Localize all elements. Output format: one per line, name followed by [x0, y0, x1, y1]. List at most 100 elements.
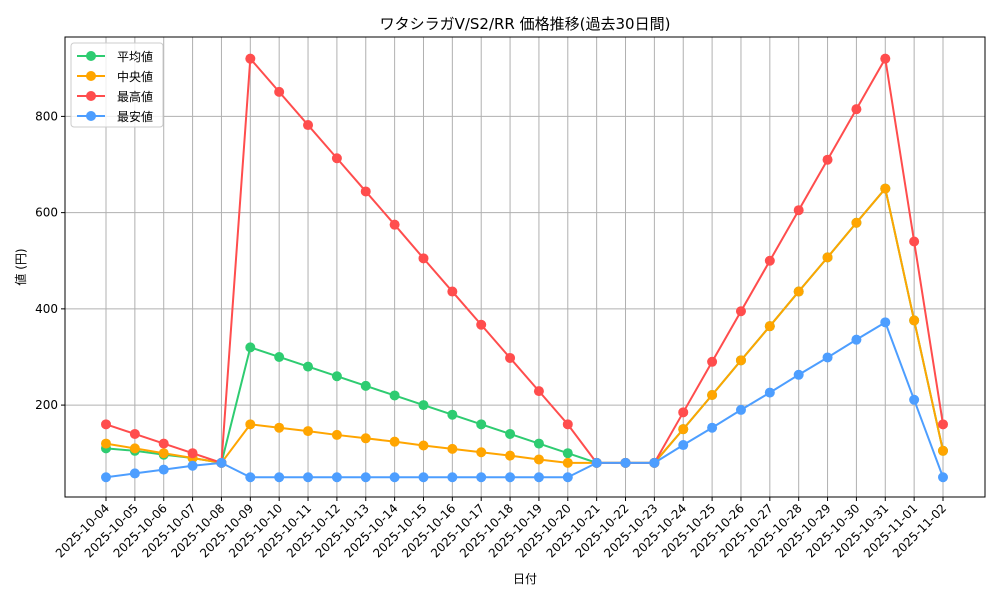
- y-tick-label: 800: [35, 109, 58, 123]
- data-point: [303, 361, 314, 372]
- data-point: [476, 319, 487, 330]
- data-point: [129, 468, 140, 479]
- data-point: [303, 472, 314, 483]
- data-point: [562, 457, 573, 468]
- data-point: [533, 454, 544, 465]
- data-point: [678, 440, 689, 451]
- data-point: [851, 104, 862, 115]
- data-point: [909, 236, 920, 247]
- data-point: [764, 255, 775, 266]
- data-point: [331, 371, 342, 382]
- data-point: [938, 445, 948, 456]
- data-point: [620, 457, 631, 468]
- series-1: [101, 183, 948, 468]
- data-point: [678, 424, 689, 435]
- data-point: [187, 460, 198, 471]
- data-point: [505, 472, 516, 483]
- data-point: [158, 448, 169, 459]
- data-point: [418, 440, 429, 451]
- x-axis-label: 日付: [513, 572, 537, 586]
- data-point: [707, 389, 718, 400]
- data-point: [476, 419, 487, 430]
- data-point: [851, 217, 862, 228]
- data-point: [476, 447, 487, 458]
- legend-label: 最安値: [117, 109, 153, 124]
- data-point: [793, 205, 804, 216]
- data-point: [245, 53, 256, 64]
- data-point: [303, 426, 314, 437]
- data-point: [245, 419, 256, 430]
- data-point: [562, 472, 573, 483]
- data-point: [360, 380, 371, 391]
- data-point: [938, 472, 948, 483]
- data-point: [562, 419, 573, 430]
- data-point: [533, 438, 544, 449]
- data-point: [735, 306, 746, 317]
- chart-title: ワタシラガV/S2/RR 価格推移(過去30日間): [380, 15, 671, 33]
- data-point: [216, 457, 227, 468]
- series-line: [105, 320, 944, 479]
- data-point: [649, 457, 660, 468]
- data-point: [274, 86, 285, 97]
- data-point: [880, 317, 891, 328]
- y-axis-label: 値 (円): [13, 248, 28, 285]
- series-line: [105, 55, 944, 465]
- data-point: [101, 438, 111, 449]
- legend-marker: [86, 71, 96, 81]
- data-point: [447, 472, 458, 483]
- data-point: [389, 436, 400, 447]
- series-2: [101, 53, 948, 468]
- data-point: [360, 472, 371, 483]
- legend-marker: [86, 111, 96, 121]
- data-point: [764, 321, 775, 332]
- data-point: [822, 352, 833, 363]
- data-point: [447, 409, 458, 420]
- data-point: [707, 356, 718, 367]
- data-point: [274, 472, 285, 483]
- data-point: [101, 472, 111, 483]
- series-3: [101, 317, 948, 483]
- data-point: [562, 448, 573, 459]
- y-tick-label: 600: [35, 206, 58, 220]
- grid: [65, 37, 985, 497]
- series-0: [101, 183, 948, 468]
- data-point: [303, 120, 314, 131]
- data-point: [793, 369, 804, 380]
- y-tick-label: 400: [35, 302, 58, 316]
- data-point: [793, 286, 804, 297]
- data-point: [678, 407, 689, 418]
- data-point: [447, 443, 458, 454]
- data-point: [880, 183, 891, 194]
- data-point: [505, 450, 516, 461]
- data-point: [101, 419, 111, 430]
- data-point: [418, 472, 429, 483]
- legend-label: 平均値: [117, 49, 153, 64]
- data-point: [274, 351, 285, 362]
- ticks: 2025-10-042025-10-052025-10-062025-10-07…: [35, 109, 949, 560]
- legend-box: [70, 42, 164, 128]
- y-tick-label: 200: [35, 398, 58, 412]
- data-point: [274, 422, 285, 433]
- data-point: [389, 472, 400, 483]
- data-point: [245, 472, 256, 483]
- legend-label: 最高値: [117, 89, 153, 104]
- data-point: [851, 334, 862, 345]
- data-point: [533, 386, 544, 397]
- legend-marker: [86, 51, 96, 61]
- data-point: [360, 433, 371, 444]
- data-point: [360, 186, 371, 197]
- data-point: [129, 428, 140, 439]
- data-point: [591, 457, 602, 468]
- data-point: [764, 387, 775, 398]
- data-point: [822, 154, 833, 165]
- data-point: [418, 253, 429, 264]
- data-point: [389, 390, 400, 401]
- data-point: [735, 355, 746, 366]
- data-point: [245, 342, 256, 353]
- data-point: [331, 153, 342, 164]
- data-point: [389, 219, 400, 230]
- data-point: [909, 394, 920, 405]
- plot-frame: [64, 36, 986, 498]
- series-line: [105, 186, 944, 464]
